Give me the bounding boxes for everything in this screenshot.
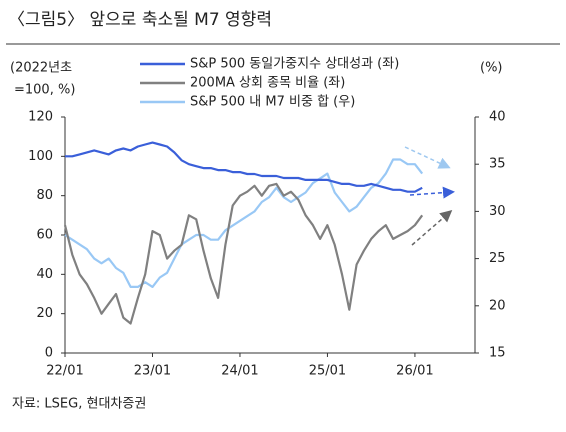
x-tick-label: 25/01 <box>309 364 346 379</box>
legend-label: 200MA 상회 종목 비율 (좌) <box>190 76 345 91</box>
x-tick-label: 23/01 <box>134 364 171 379</box>
x-tick-label: 22/01 <box>46 364 83 379</box>
y2-tick-label: 40 <box>489 110 506 125</box>
y2-tick-label: 30 <box>489 204 506 219</box>
series-line <box>63 182 424 325</box>
arrow <box>411 210 453 246</box>
arrow <box>409 186 455 199</box>
y-axis-label: (2022년초 <box>10 61 72 76</box>
chart-title: 〈그림5〉 앞으로 축소될 M7 영향력 <box>8 10 272 30</box>
y2-tick-label: 20 <box>489 298 506 313</box>
y-tick-label: 120 <box>28 110 53 125</box>
y-tick-label: 100 <box>28 149 53 164</box>
legend-label: S&P 500 동일가중지수 상대성과 (좌) <box>190 57 399 72</box>
y-tick-label: 0 <box>45 346 53 361</box>
y-tick-label: 60 <box>36 228 53 243</box>
series-line <box>64 158 424 288</box>
y2-tick-label: 35 <box>489 157 506 172</box>
source: 자료: LSEG, 현대차증권 <box>12 397 146 412</box>
arrow <box>404 146 451 169</box>
x-tick-label: 26/01 <box>396 364 433 379</box>
y-axis-label: =100, %) <box>14 83 75 98</box>
y-tick-label: 40 <box>36 267 53 282</box>
y2-tick-label: 15 <box>489 346 506 361</box>
y2-axis-label: (%) <box>480 61 503 76</box>
y-tick-label: 20 <box>36 306 53 321</box>
y2-tick-label: 25 <box>489 251 506 266</box>
y-tick-label: 80 <box>36 188 53 203</box>
legend-label: S&P 500 내 M7 비중 합 (우) <box>190 95 355 110</box>
x-tick-label: 24/01 <box>221 364 258 379</box>
series-line <box>65 141 423 193</box>
